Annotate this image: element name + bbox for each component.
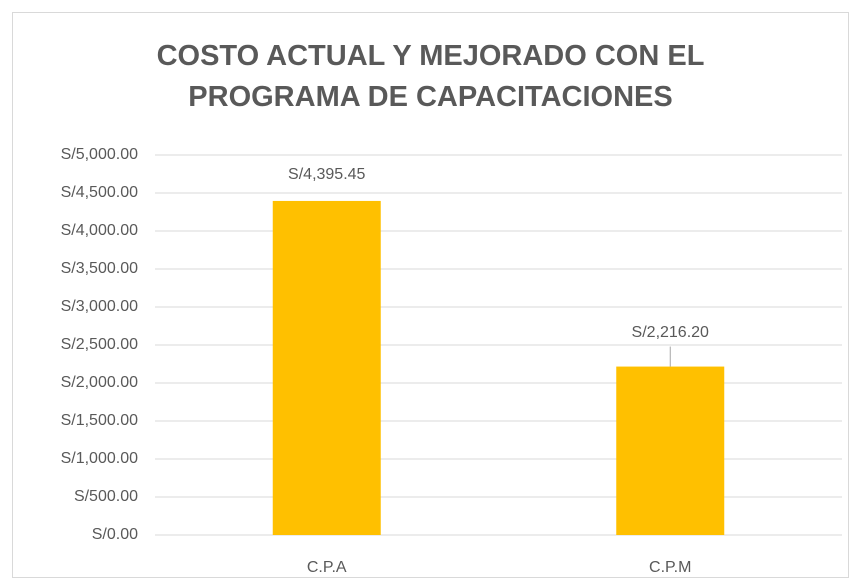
y-tick-label: S/5,000.00 <box>61 146 139 163</box>
y-tick-label: S/3,000.00 <box>61 298 139 315</box>
chart-title: COSTO ACTUAL Y MEJORADO CON EL PROGRAMA … <box>156 40 705 113</box>
data-label: S/4,395.45 <box>288 166 366 183</box>
x-tick-label: C.P.A <box>307 559 347 576</box>
bar <box>616 366 725 535</box>
y-tick-label: S/2,500.00 <box>61 336 139 353</box>
y-tick-label: S/3,500.00 <box>61 260 139 277</box>
x-tick-label: C.P.M <box>649 559 691 576</box>
y-tick-label: S/1,500.00 <box>61 412 139 429</box>
y-tick-label: S/1,000.00 <box>61 450 139 467</box>
y-tick-label: S/500.00 <box>74 488 138 505</box>
y-tick-label: S/4,000.00 <box>61 222 139 239</box>
data-label: S/2,216.20 <box>632 324 710 341</box>
y-tick-label: S/2,000.00 <box>61 374 139 391</box>
bar <box>272 200 381 535</box>
y-tick-label: S/4,500.00 <box>61 184 139 201</box>
y-tick-label: S/0.00 <box>92 526 138 543</box>
